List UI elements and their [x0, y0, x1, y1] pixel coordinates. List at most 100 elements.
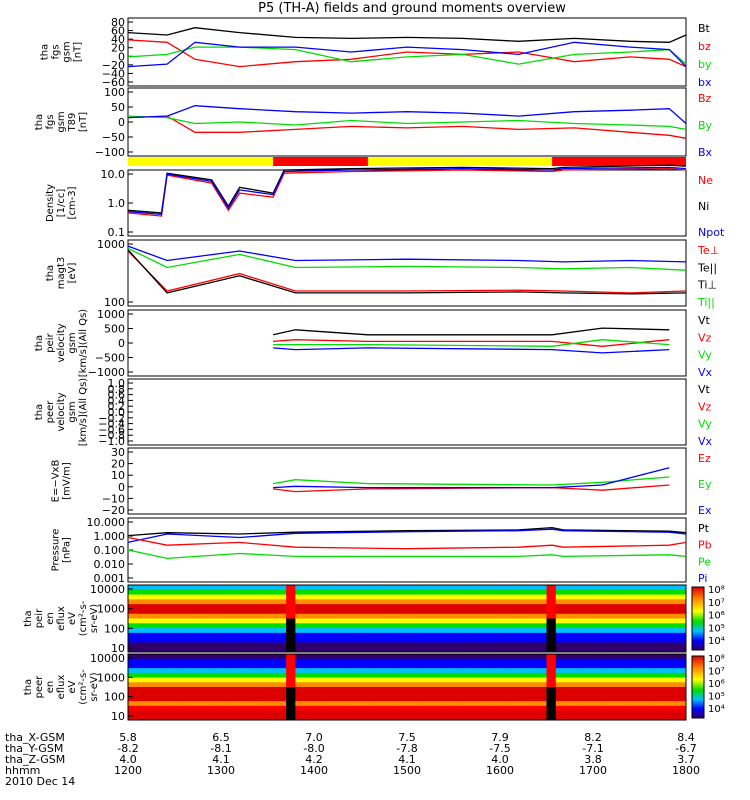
heatmap-cell — [407, 654, 417, 660]
heatmap-cell — [425, 687, 436, 693]
heatmap-cell — [267, 696, 278, 702]
heatmap-cell — [611, 654, 622, 660]
heatmap-cell — [500, 658, 510, 664]
series-line-pt — [127, 526, 687, 537]
heatmap-cell — [314, 623, 324, 629]
heatmap-cell — [379, 672, 389, 679]
heatmap-cell — [295, 637, 306, 643]
heatmap-cell — [490, 701, 501, 707]
heatmap-cell — [555, 632, 566, 639]
heatmap-cell — [360, 668, 371, 674]
heatmap-cell — [304, 701, 315, 707]
heatmap-cell — [221, 701, 231, 707]
heatmap-cell — [453, 628, 464, 634]
heatmap-cell — [183, 672, 194, 679]
heatmap-cell — [193, 668, 203, 674]
heatmap-cell — [425, 632, 436, 639]
heatmap-cell — [397, 691, 408, 697]
heatmap-cell — [527, 599, 538, 605]
heatmap-cell — [230, 585, 241, 591]
legend-entry: Vx — [698, 366, 713, 379]
y-tick-label: 0.100 — [94, 544, 126, 557]
heatmap-cell — [165, 668, 175, 674]
legend-entry: Ex — [698, 504, 712, 517]
heatmap-cell — [221, 613, 231, 619]
heatmap-cell — [648, 632, 659, 639]
legend-entry: Pi — [698, 572, 707, 585]
heatmap-cell — [183, 663, 194, 669]
heatmap-cell — [481, 654, 492, 660]
y-axis-label: peir — [34, 608, 45, 628]
heatmap-cell — [128, 599, 138, 605]
heatmap-cell — [630, 608, 640, 615]
heatmap-cell — [565, 696, 575, 702]
heatmap-cell — [193, 628, 203, 634]
heatmap-cell — [193, 658, 203, 664]
heatmap-cell — [183, 613, 194, 619]
heatmap-cell — [462, 715, 473, 721]
heatmap-cell — [314, 589, 324, 596]
heatmap-cell — [388, 682, 399, 688]
heatmap-cell — [583, 623, 594, 629]
heatmap-cell — [565, 604, 575, 610]
heatmap-cell — [537, 696, 547, 702]
heatmap-cell — [211, 599, 222, 605]
heatmap-cell — [341, 672, 352, 679]
heatmap-cell — [323, 647, 334, 653]
heatmap-cell — [360, 628, 371, 634]
heatmap-cell — [639, 710, 650, 716]
heatmap-cell — [555, 715, 566, 721]
heatmap-cell — [221, 710, 231, 716]
heatmap-cell — [174, 663, 185, 669]
heatmap-cell — [221, 672, 231, 679]
heatmap-cell — [407, 599, 417, 605]
y-axis-label: tha — [34, 335, 45, 351]
heatmap-cell — [574, 608, 585, 615]
heatmap-cell — [211, 594, 222, 600]
y-tick-label: 10 — [111, 469, 125, 482]
colorbar-tick-label: 10⁴ — [708, 704, 725, 715]
heatmap-cell — [676, 594, 687, 600]
heatmap-cell — [639, 613, 650, 619]
heatmap-cell — [453, 623, 464, 629]
heatmap-cell — [620, 710, 631, 716]
heatmap-cell — [648, 618, 659, 624]
y-axis-label: fgs — [51, 44, 62, 59]
heatmap-cell — [388, 642, 399, 648]
heatmap-cell — [537, 691, 547, 697]
heatmap-cell — [351, 654, 361, 660]
heatmap-cell — [276, 696, 287, 702]
heatmap-cell — [583, 637, 594, 643]
heatmap-cell — [611, 618, 622, 624]
heatmap-cell — [230, 687, 241, 693]
heatmap-cell — [453, 585, 464, 591]
heatmap-cell — [546, 677, 557, 683]
heatmap-cell — [323, 668, 334, 674]
heatmap-cell — [546, 705, 557, 712]
status-bar-segment — [367, 157, 553, 166]
ephemeris-values: 5.8 6.5 7.0 7.5 7.9 8.2 8.4-8.2 -8.1 -8.0 -7.8 -7.… — [114, 731, 700, 777]
heatmap-cell — [360, 594, 371, 600]
heatmap-cell — [379, 618, 389, 624]
heatmap-cell — [546, 663, 557, 669]
heatmap-cell — [137, 654, 148, 660]
heatmap-cell — [379, 696, 389, 702]
heatmap-cell — [676, 589, 687, 596]
heatmap-cell — [425, 705, 436, 712]
heatmap-cell — [537, 705, 547, 712]
heatmap-cell — [211, 677, 222, 683]
heatmap-cell — [630, 613, 640, 619]
heatmap-cell — [146, 647, 157, 653]
status-bar-segment — [552, 157, 686, 166]
heatmap-cell — [174, 628, 185, 634]
heatmap-cell — [341, 658, 352, 664]
heatmap-cell — [314, 608, 324, 615]
heatmap-cell — [360, 613, 371, 619]
heatmap-cell — [667, 628, 678, 634]
heatmap-cell — [202, 594, 213, 600]
heatmap-cell — [286, 696, 296, 702]
y-tick-label: 60 — [111, 25, 125, 38]
heatmap-cell — [360, 632, 371, 639]
heatmap-cell — [518, 618, 529, 624]
